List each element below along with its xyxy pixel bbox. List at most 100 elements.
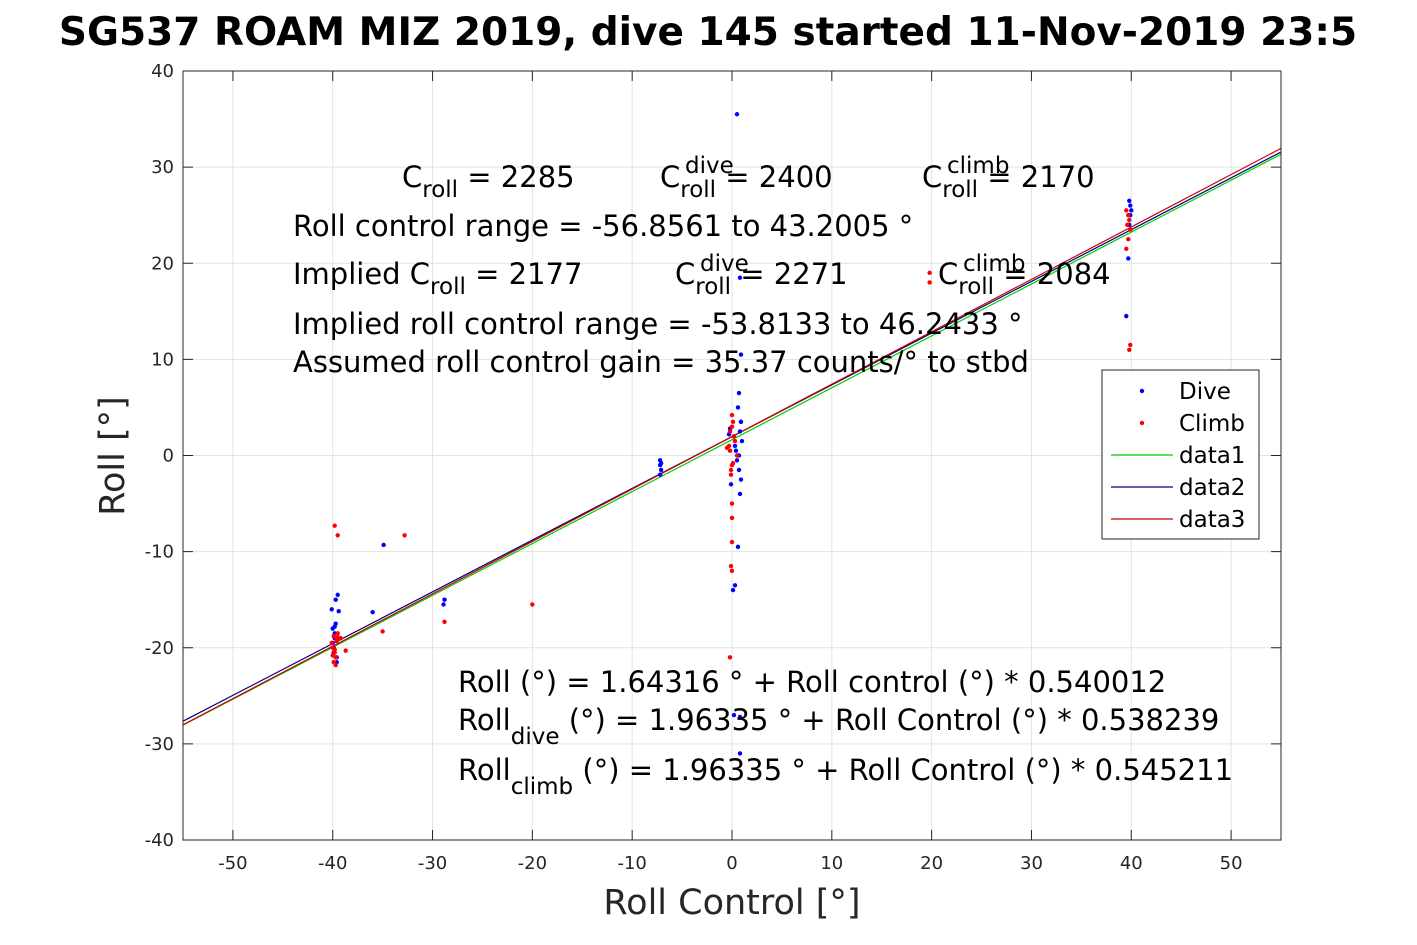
point-climb	[330, 653, 335, 658]
point-dive	[336, 609, 341, 614]
annotation-implied-croll: Implied Croll = 2177	[293, 257, 582, 300]
point-dive	[731, 712, 737, 718]
point-climb	[731, 434, 737, 439]
annotation-fit-dive: Rolldive (°) = 1.96335 ° + Roll Control …	[458, 703, 1219, 750]
annotation-implied-climb: Croll = 2084	[938, 257, 1111, 300]
y-tick-label: -30	[145, 734, 174, 755]
x-tick-label: 20	[920, 853, 943, 874]
annotation-croll-climb: Croll = 2170	[922, 160, 1095, 203]
point-climb	[530, 602, 535, 607]
point-dive	[335, 592, 340, 598]
point-dive	[658, 467, 664, 473]
point-climb	[728, 467, 734, 473]
annotation-implied-range: Implied roll control range = -53.8133 to…	[293, 307, 1023, 341]
point-climb	[727, 429, 733, 434]
point-dive	[728, 482, 734, 487]
y-tick-label: 40	[151, 61, 174, 82]
y-tick-label: -20	[145, 638, 174, 659]
point-climb	[728, 472, 734, 477]
point-dive	[730, 587, 736, 593]
point-climb	[729, 501, 735, 506]
x-axis-label: Roll Control [°]	[603, 883, 860, 923]
point-climb	[729, 412, 735, 418]
plot-frame	[182, 70, 1282, 841]
data-points	[329, 112, 1134, 756]
x-tick-label: -10	[617, 853, 646, 874]
legend-label-climb: Climb	[1179, 411, 1245, 437]
point-climb	[730, 460, 736, 466]
point-dive	[733, 448, 739, 453]
point-climb	[1125, 222, 1130, 227]
point-climb	[335, 631, 340, 636]
annotation-implied-dive-sup: dive	[700, 251, 749, 277]
x-tick-label: 0	[726, 853, 737, 874]
x-tick-label: -30	[418, 853, 447, 874]
point-dive	[441, 602, 446, 607]
point-climb	[442, 619, 447, 624]
y-tick-label: 0	[163, 446, 174, 467]
x-tick-label: 40	[1120, 853, 1143, 874]
point-climb	[1124, 246, 1129, 252]
axes: -50 -40 -30 -20 -10 0 10 20 30 40 50 -40 -30 -20 -10 0 1…	[145, 61, 1281, 874]
point-climb	[734, 453, 740, 458]
point-dive	[658, 460, 664, 466]
y-tick-label: 10	[151, 349, 174, 370]
point-climb	[726, 443, 732, 449]
point-climb	[331, 634, 336, 639]
annotation-croll: Croll = 2285	[402, 160, 575, 203]
point-climb	[402, 533, 407, 538]
chart-title: SG537 ROAM MIZ 2019, dive 145 started 11…	[59, 10, 1357, 55]
y-tick-label: -40	[145, 830, 174, 851]
point-climb	[1124, 208, 1129, 213]
point-dive	[732, 443, 738, 449]
point-dive	[737, 714, 743, 720]
point-climb	[1128, 342, 1133, 348]
x-tick-label: 50	[1220, 853, 1243, 874]
annotation-gain: Assumed roll control gain = 35.37 counts…	[293, 345, 1029, 379]
point-dive	[735, 405, 741, 410]
point-dive	[739, 438, 745, 444]
point-climb	[329, 640, 334, 646]
point-dive	[329, 607, 334, 612]
annotation-fit-all: Roll (°) = 1.64316 ° + Roll control (°) …	[458, 665, 1166, 699]
point-climb	[332, 647, 337, 652]
point-dive	[370, 609, 375, 615]
point-climb	[1126, 212, 1131, 218]
y-tick-label: -10	[145, 542, 174, 563]
point-dive	[736, 467, 742, 473]
legend-label-dive: Dive	[1179, 379, 1231, 405]
annotation-implied-dive: Croll = 2271	[675, 257, 848, 300]
point-dive	[734, 112, 740, 117]
point-dive	[1124, 313, 1129, 319]
point-dive	[737, 275, 743, 280]
x-tick-label: -20	[518, 853, 547, 874]
point-dive	[736, 390, 742, 396]
point-climb	[338, 635, 343, 641]
point-dive	[735, 544, 741, 550]
point-climb	[1127, 347, 1132, 352]
point-climb	[927, 270, 932, 276]
point-climb	[727, 655, 733, 660]
point-dive	[738, 477, 744, 482]
point-dive	[333, 597, 338, 602]
point-climb	[729, 568, 735, 574]
legend-label-data1: data1	[1179, 443, 1245, 469]
legend-label-data3: data3	[1179, 507, 1245, 533]
y-tick-label: 20	[151, 253, 174, 274]
point-climb	[380, 629, 385, 634]
annotation-roll-range: Roll control range = -56.8561 to 43.2005…	[293, 209, 913, 243]
x-tick-label: -50	[218, 853, 247, 874]
point-dive	[332, 624, 337, 629]
point-climb	[732, 438, 738, 444]
annotation-croll-climb-sup: climb	[947, 153, 1009, 179]
point-dive	[732, 583, 738, 588]
point-climb	[1127, 217, 1132, 223]
legend-label-data2: data2	[1179, 475, 1245, 501]
point-climb	[730, 419, 736, 425]
point-dive	[738, 352, 744, 357]
point-dive	[734, 458, 740, 463]
point-climb	[332, 523, 337, 528]
point-climb	[927, 280, 932, 285]
point-climb	[1126, 237, 1131, 242]
